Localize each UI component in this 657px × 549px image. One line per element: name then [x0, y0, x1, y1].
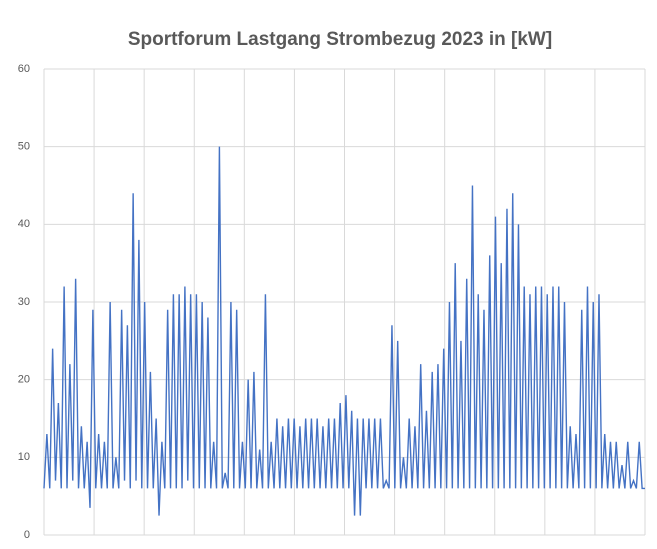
chart-title: Sportforum Lastgang Strombezug 2023 in [… — [128, 29, 552, 50]
data-line — [43, 146, 645, 516]
y-tick-label: 50 — [18, 141, 30, 153]
y-tick-label: 60 — [18, 63, 30, 75]
y-tick-label: 30 — [18, 296, 30, 308]
y-tick-label: 40 — [18, 218, 30, 230]
y-tick-label: 20 — [18, 374, 30, 386]
y-tick-label: 0 — [24, 529, 30, 541]
y-tick-label: 10 — [18, 451, 30, 463]
